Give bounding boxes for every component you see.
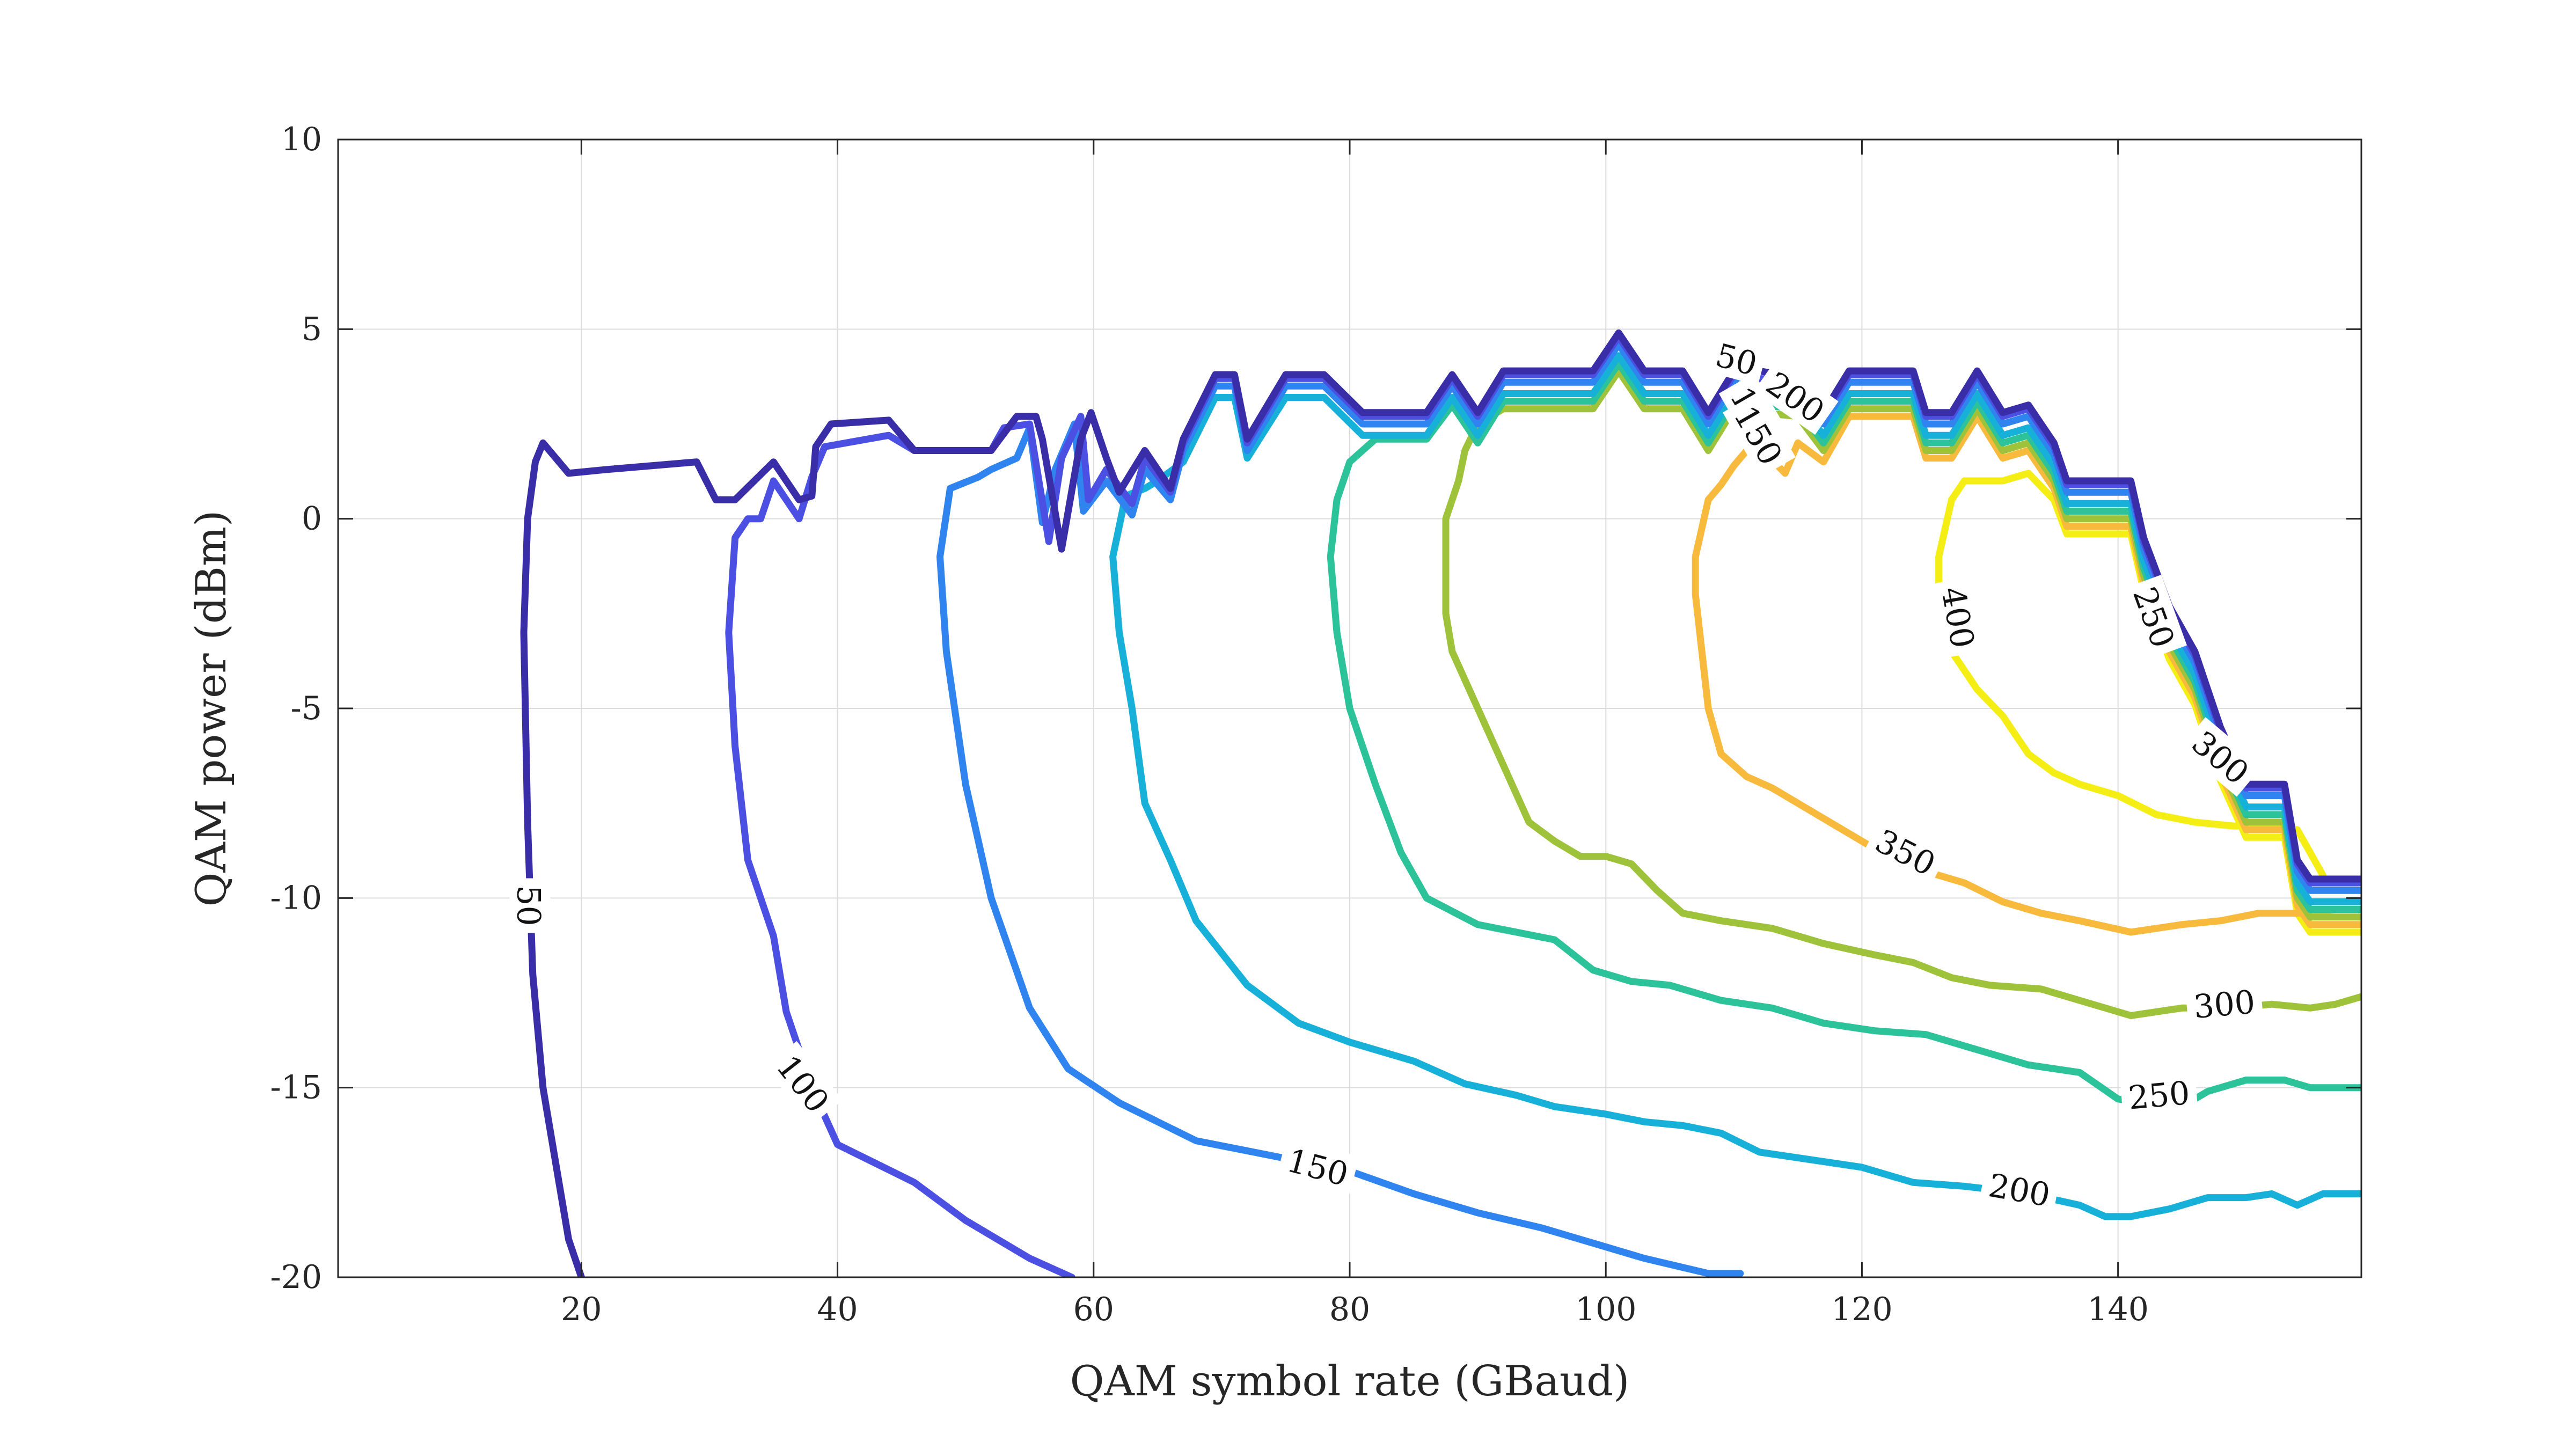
y-axis-label: QAM power (dBm) [187, 510, 236, 907]
y-tick-label: 10 [281, 121, 322, 158]
contour-label-250: 250 [2119, 1070, 2198, 1118]
x-tick-label: 80 [1329, 1291, 1370, 1328]
x-tick-label: 40 [817, 1291, 858, 1328]
axis-ticks: 20 40 60 80 100 120 140 -20 -15 -10 -5 0 5 10 [270, 121, 2361, 1328]
contour-label-gap [1723, 392, 1796, 478]
contour-line-50 [520, 329, 2361, 1277]
y-tick-label: 0 [302, 500, 322, 538]
y-tick-label: -10 [270, 879, 322, 917]
contour-label-gap [1276, 1137, 1360, 1196]
x-tick-label: 20 [561, 1291, 602, 1328]
y-tick-label: -20 [270, 1258, 322, 1296]
contour-label-gap [1705, 332, 1769, 385]
x-tick-label: 100 [1575, 1291, 1637, 1328]
contour-label-gap [764, 1041, 843, 1125]
y-tick-label: 5 [302, 310, 322, 348]
contour-label-gap [1753, 358, 1839, 435]
x-tick-label: 60 [1073, 1291, 1114, 1328]
contour-labels: 5010015020025030035040050200100150250300 [509, 332, 2264, 1216]
contour-label-300: 300 [2185, 979, 2264, 1027]
contour-label-gap [1863, 816, 1949, 887]
contour-line-150 [936, 341, 2361, 1277]
contour-line-200 [1109, 352, 2361, 1220]
contour-label-gap [1932, 576, 1986, 658]
y-tick-label: -5 [291, 690, 322, 727]
contour-label-gap [509, 878, 551, 933]
contour-lines [520, 329, 2361, 1277]
x-tick-label: 120 [1831, 1291, 1893, 1328]
x-axis-label: QAM symbol rate (GBaud) [1070, 1357, 1630, 1406]
contour-label-gap [2123, 574, 2187, 660]
y-tick-label: -15 [270, 1069, 322, 1107]
contour-label-text: 250 [2127, 1074, 2191, 1117]
contour-label-400: 400 [1932, 576, 1986, 658]
x-tick-label: 140 [2087, 1291, 2149, 1328]
contour-label-gap [1979, 1162, 2060, 1216]
contour-label-text: 50 [510, 885, 547, 926]
contour-label-gap [2179, 717, 2263, 797]
contour-label-50: 50 [509, 878, 551, 933]
contour-label-gap [2185, 979, 2264, 1027]
contour-label-text: 300 [2192, 983, 2257, 1026]
contour-label-gap [2119, 1070, 2198, 1118]
